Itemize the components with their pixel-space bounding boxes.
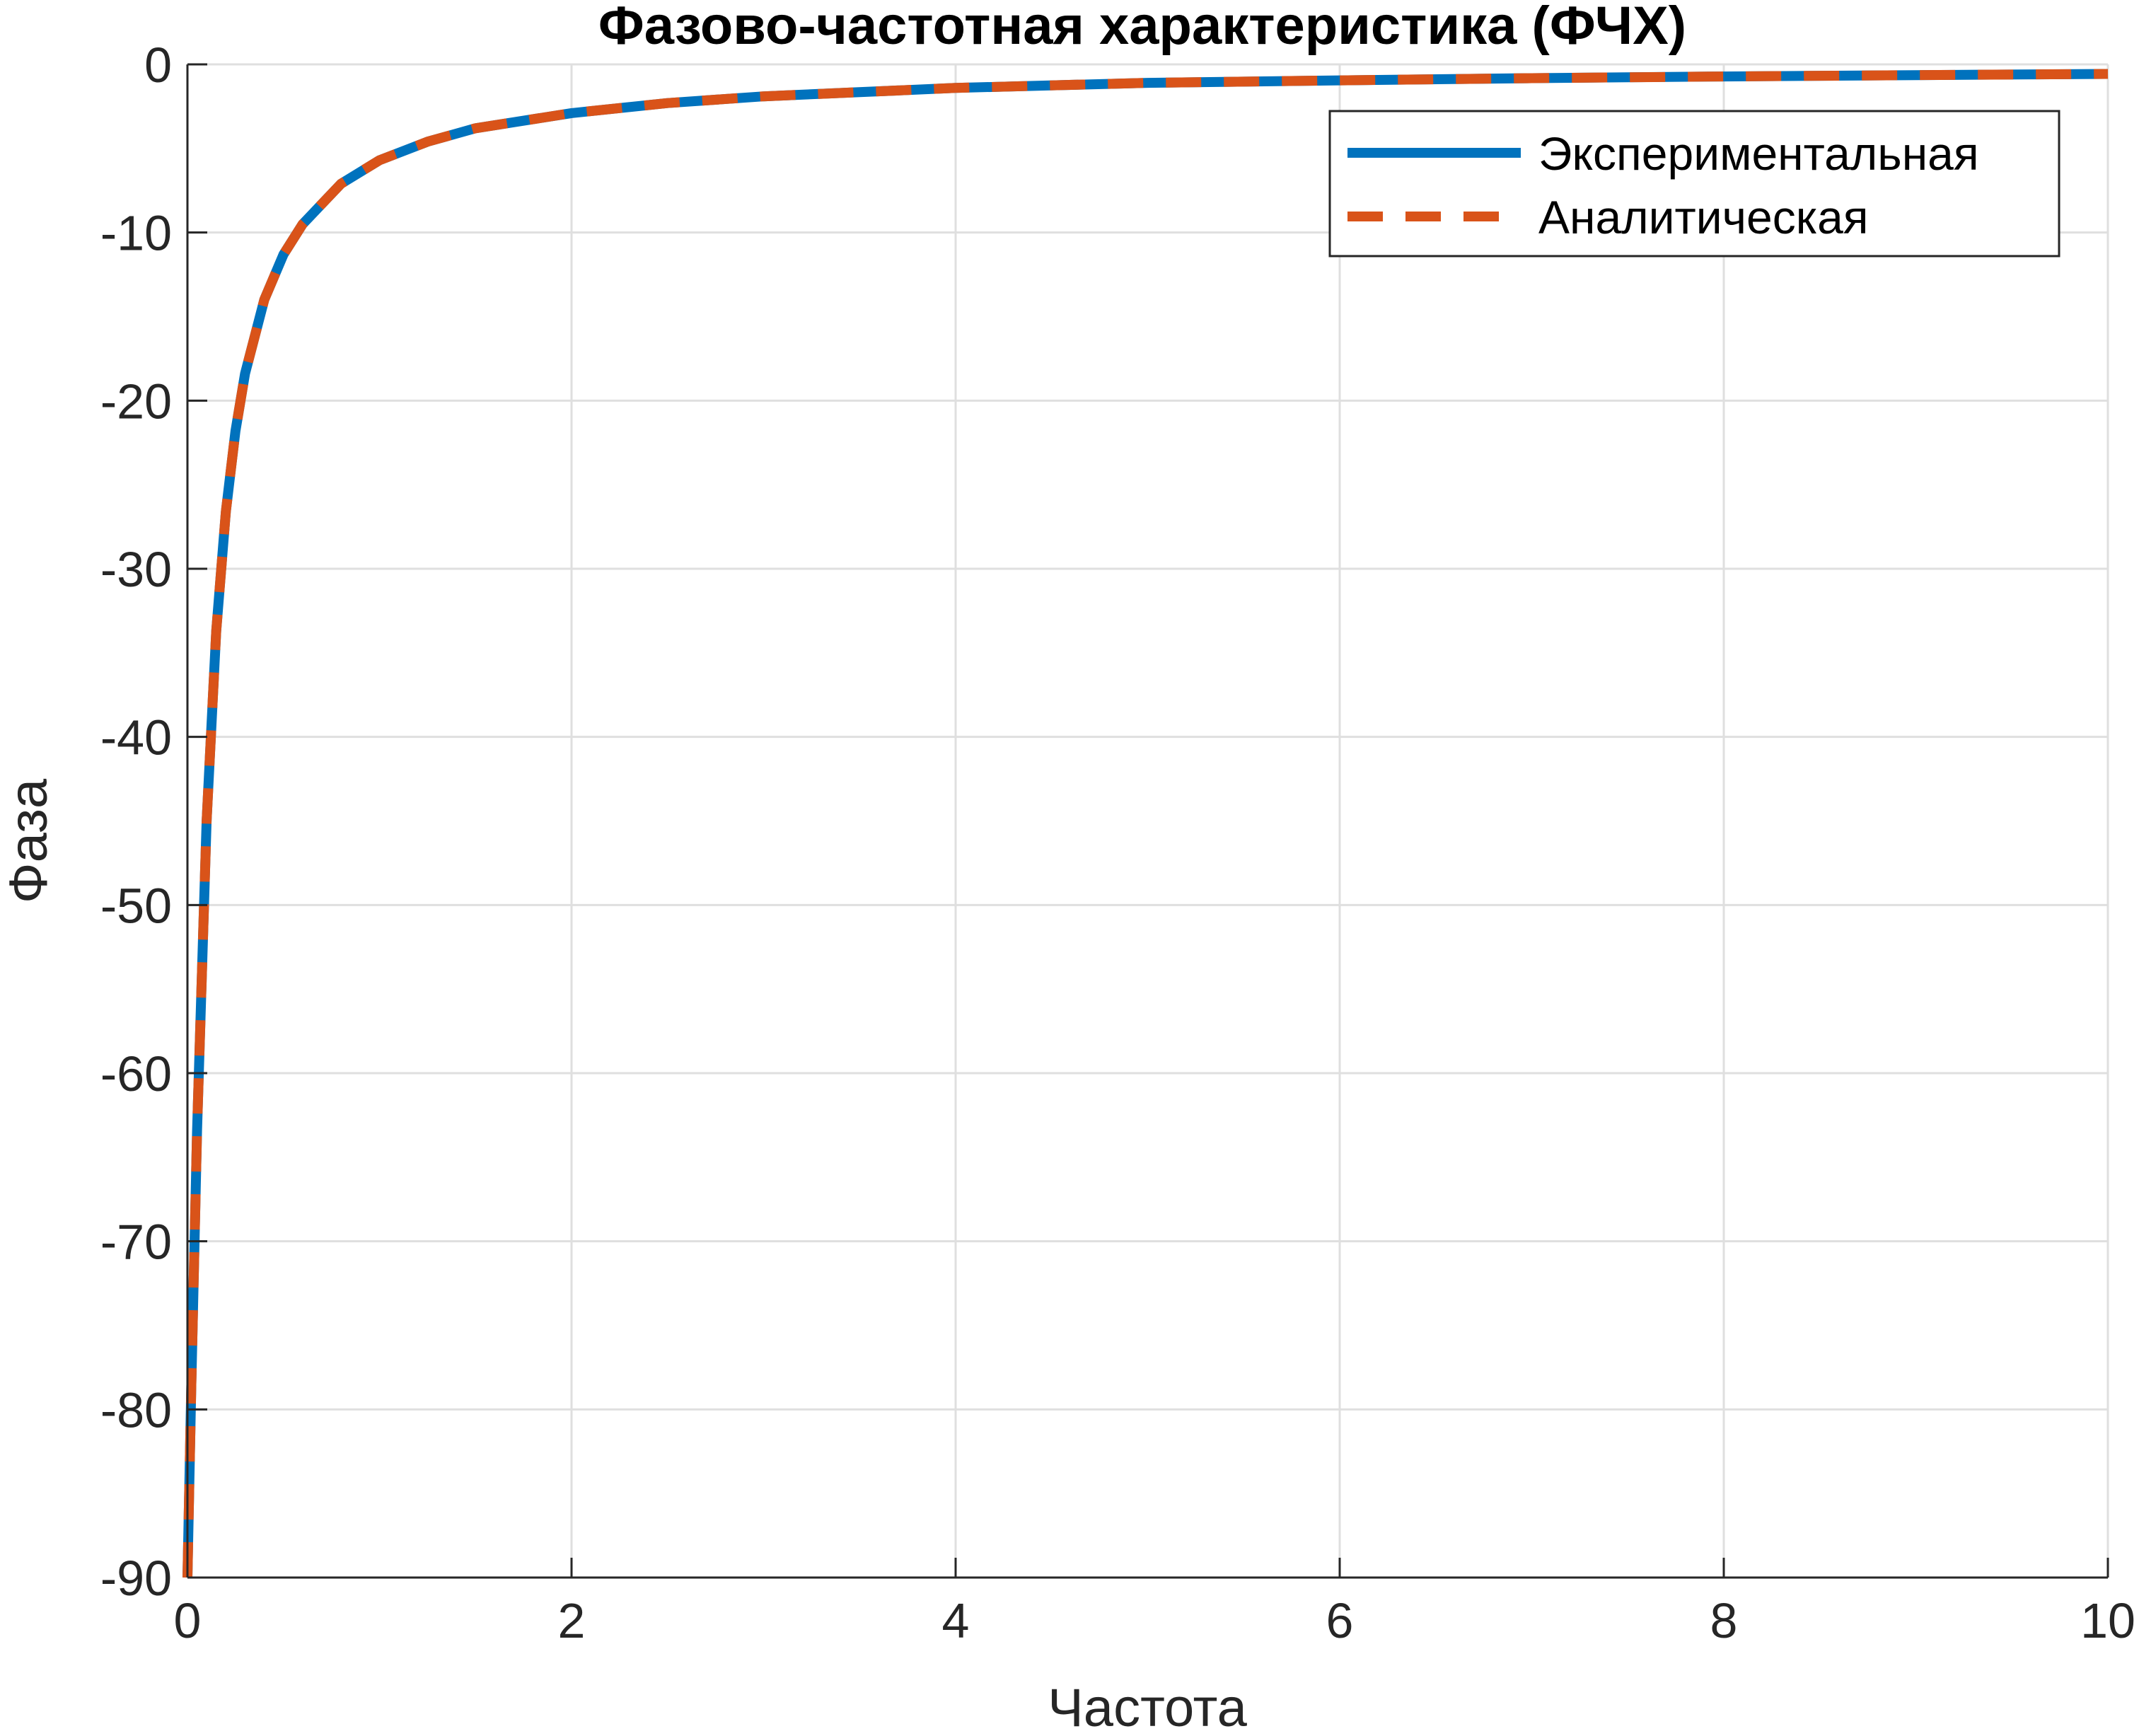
x-tick-label: 0 — [174, 1593, 202, 1648]
plot-background — [187, 64, 2108, 1578]
legend-label-experimental: Экспериментальная — [1538, 127, 1979, 180]
y-tick-label: -30 — [100, 542, 172, 597]
y-tick-label: -90 — [100, 1551, 172, 1606]
series-line-analytical — [182, 69, 2109, 1578]
x-tick-label: 2 — [558, 1593, 586, 1648]
legend-label-analytical: Аналитическая — [1538, 191, 1869, 243]
chart-title: Фазово-частотная характеристика (ФЧХ) — [598, 0, 1686, 56]
y-tick-label: -60 — [100, 1046, 172, 1101]
y-tick-label: -10 — [100, 206, 172, 261]
x-tick-label: 6 — [1326, 1593, 1354, 1648]
legend-box — [1328, 110, 2060, 257]
y-axis-title: Фаза — [0, 778, 59, 903]
y-tick-label: -80 — [100, 1382, 172, 1437]
axes: 0 2 4 6 8 10 0 -10 -20 -30 -40 -50 -60 -70 -80 -90 — [100, 37, 2135, 1648]
y-tick-label: 0 — [144, 37, 172, 93]
plot-area — [182, 69, 2109, 1578]
x-axis-title: Частота — [1048, 1678, 1247, 1736]
x-tick-label: 10 — [2080, 1593, 2135, 1648]
legend: Экспериментальная Аналитическая — [1328, 110, 2060, 257]
y-tick-label: -70 — [100, 1215, 172, 1270]
y-tick-label: -40 — [100, 710, 172, 765]
grid — [186, 63, 2109, 1579]
y-tick-label: -20 — [100, 374, 172, 429]
x-tick-label: 8 — [1710, 1593, 1738, 1648]
x-tick-label: 4 — [942, 1593, 970, 1648]
y-tick-label: -50 — [100, 878, 172, 933]
